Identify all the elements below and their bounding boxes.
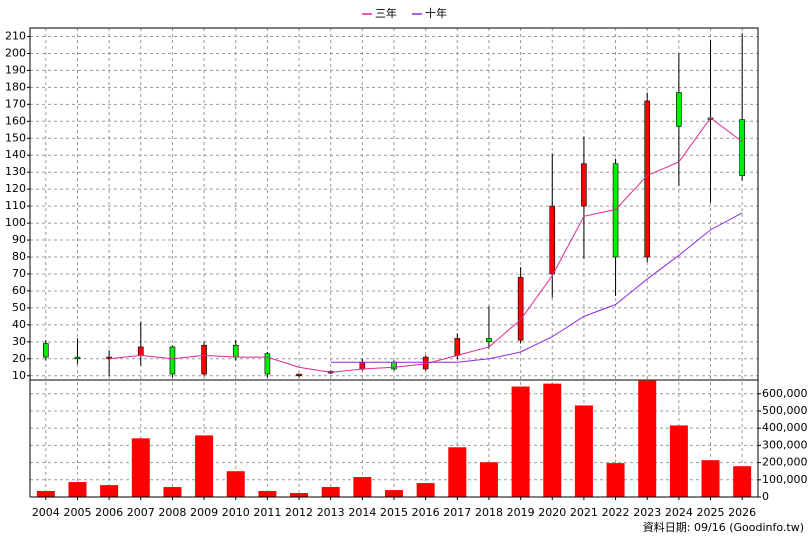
ma-line	[330, 212, 743, 363]
x-tick-label: 2010	[222, 506, 250, 519]
y-tick-label: 500,000	[762, 404, 808, 417]
volume-bar	[131, 438, 150, 497]
volume-bar	[385, 490, 403, 497]
y-tick-label: 600,000	[762, 387, 808, 400]
candle-body	[486, 338, 492, 343]
volume-bar	[163, 487, 182, 497]
y-tick-label: 90	[12, 233, 26, 246]
x-tick-label: 2014	[348, 506, 376, 519]
y-tick-label: 30	[12, 335, 26, 348]
volume-bar	[353, 477, 372, 497]
volume-bar	[479, 462, 498, 497]
x-tick-label: 2017	[443, 506, 471, 519]
volume-bar	[638, 380, 657, 497]
candle-body	[296, 373, 302, 377]
candle-body	[74, 356, 81, 360]
x-tick-label: 2013	[317, 506, 345, 519]
volume-bar	[669, 425, 688, 497]
y-tick-label: 120	[5, 182, 26, 195]
legend-label: 十年	[425, 6, 447, 20]
y-tick-label: 200,000	[762, 456, 808, 469]
y-tick-label: 160	[5, 114, 26, 127]
candle-body	[517, 277, 524, 341]
volume-bar	[100, 485, 119, 497]
y-tick-label: 300,000	[762, 438, 808, 451]
x-tick-label: 2018	[475, 506, 503, 519]
y-tick-label: 60	[12, 284, 26, 297]
volume-bar	[258, 490, 277, 497]
x-tick-label: 2022	[602, 506, 630, 519]
volume-bar	[511, 386, 530, 497]
x-tick-label: 2026	[728, 506, 756, 519]
x-tick-label: 2025	[697, 506, 725, 519]
y-tick-label: 70	[12, 267, 26, 280]
candle-body	[169, 346, 176, 375]
y-tick-label: 40	[12, 318, 26, 331]
candle-body	[676, 92, 682, 127]
volume-bar	[448, 447, 467, 497]
x-tick-label: 2016	[412, 506, 440, 519]
volume-bar	[543, 383, 562, 497]
candle-body	[391, 361, 397, 370]
y-tick-label: 50	[12, 301, 26, 314]
volume-bar	[606, 463, 625, 497]
candle-body	[454, 338, 461, 356]
volume-bar	[733, 466, 752, 497]
x-tick-label: 2011	[253, 506, 281, 519]
x-tick-label: 2005	[63, 506, 91, 519]
x-tick-label: 2024	[665, 506, 693, 519]
y-tick-label: 210	[5, 29, 26, 42]
y-tick-label: 130	[5, 165, 26, 178]
legend-label: 三年	[375, 6, 397, 20]
candle-body	[43, 343, 49, 358]
y-tick-label: 150	[5, 131, 26, 144]
y-tick-label: 180	[5, 80, 26, 93]
x-tick-label: 2006	[95, 506, 123, 519]
candle-body	[232, 344, 239, 358]
volume-bar	[226, 471, 245, 497]
volume-bar	[68, 482, 87, 497]
y-tick-label: 20	[12, 352, 26, 365]
volume-bar	[195, 435, 214, 497]
x-tick-label: 2009	[190, 506, 218, 519]
x-tick-label: 2021	[570, 506, 598, 519]
y-tick-label: 400,000	[762, 421, 808, 434]
x-tick-label: 2023	[633, 506, 661, 519]
y-tick-label: 100,000	[762, 473, 808, 486]
volume-bar	[701, 460, 720, 497]
candle-body	[137, 346, 144, 356]
candle-body	[549, 205, 556, 275]
y-tick-label: 10	[12, 369, 26, 382]
y-tick-label: 170	[5, 97, 26, 110]
x-tick-label: 2008	[158, 506, 186, 519]
x-tick-label: 2004	[32, 506, 60, 519]
candle-body	[644, 100, 651, 258]
source-note: 資料日期: 09/16 (Goodinfo.tw)	[643, 520, 804, 534]
y-tick-label: 80	[12, 250, 26, 263]
x-tick-label: 2019	[507, 506, 535, 519]
y-tick-label: 0	[762, 490, 769, 503]
candle-body	[581, 163, 587, 207]
x-tick-label: 2020	[538, 506, 566, 519]
volume-bar	[321, 487, 340, 497]
volume-bar	[290, 493, 309, 497]
plot-frame	[29, 27, 759, 498]
volume-bar	[36, 490, 55, 497]
y-tick-label: 190	[5, 63, 26, 76]
volume-bar	[574, 405, 593, 497]
candle-body	[201, 344, 207, 375]
volume-bar	[416, 483, 435, 497]
y-tick-label: 200	[5, 46, 26, 59]
y-tick-label: 110	[5, 199, 26, 212]
candle-body	[739, 119, 745, 176]
x-tick-label: 2012	[285, 506, 313, 519]
ma-line	[109, 117, 743, 373]
y-tick-label: 140	[5, 148, 26, 161]
candle-body	[264, 353, 271, 375]
x-tick-label: 2015	[380, 506, 408, 519]
candle-body	[359, 361, 366, 370]
y-tick-label: 100	[5, 216, 26, 229]
x-tick-label: 2007	[127, 506, 155, 519]
